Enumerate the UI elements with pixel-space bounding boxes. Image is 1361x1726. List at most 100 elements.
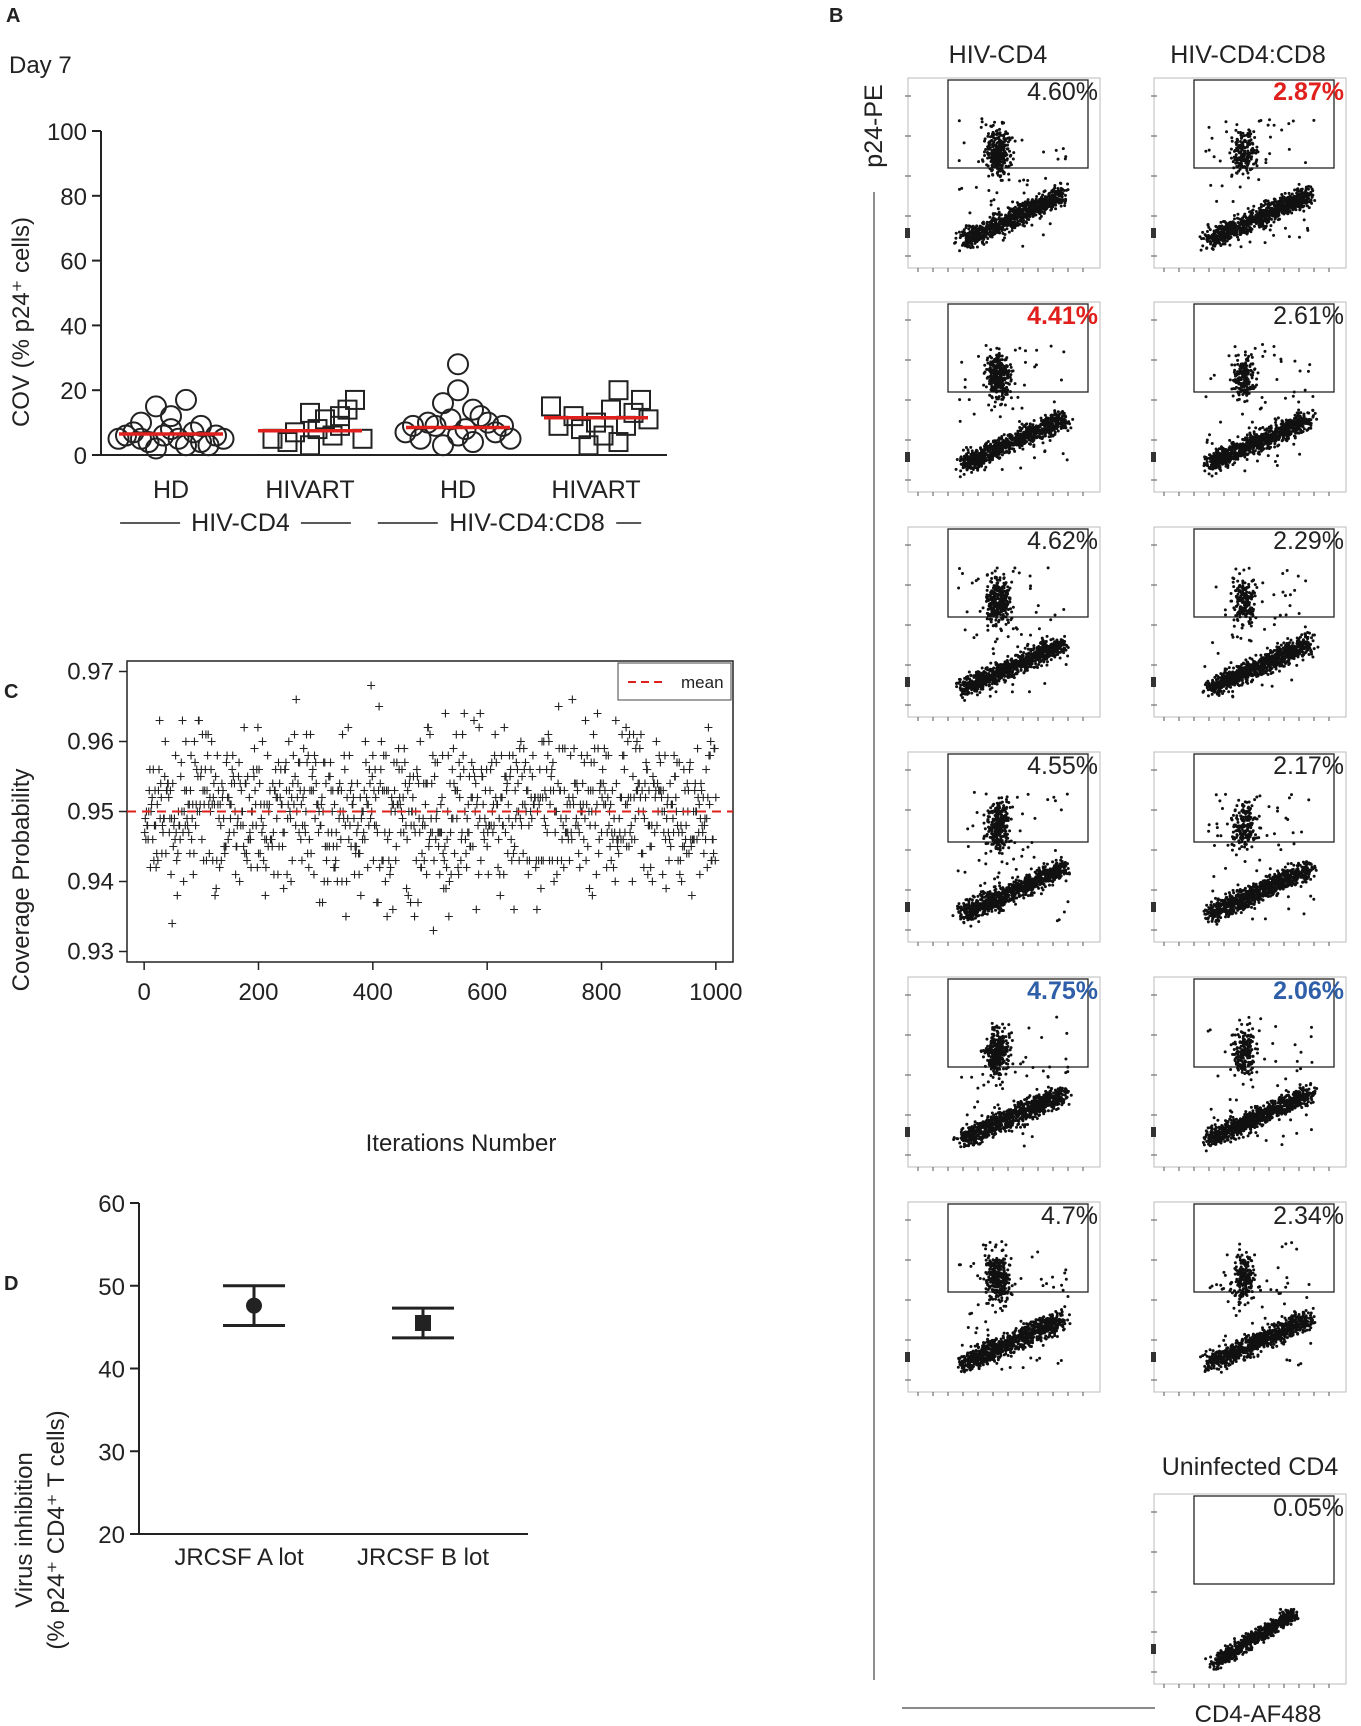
event-dot — [1238, 228, 1242, 232]
event-dot — [999, 163, 1003, 167]
event-dot — [987, 174, 991, 178]
event-dot — [1304, 200, 1308, 204]
event-dot — [1250, 369, 1254, 373]
event-dot — [1251, 384, 1255, 388]
event-dot — [1280, 425, 1284, 429]
event-dot — [964, 226, 968, 230]
event-dot — [979, 464, 983, 468]
event-dot — [984, 459, 988, 463]
event-dot — [987, 153, 991, 157]
event-dot — [967, 224, 971, 228]
event-dot — [1246, 370, 1250, 374]
event-dot — [1247, 128, 1251, 132]
event-dot — [1267, 447, 1271, 451]
event-dot — [991, 458, 995, 462]
event-dot — [1043, 434, 1047, 438]
event-dot — [1044, 203, 1048, 207]
event-dot — [979, 237, 983, 241]
event-dot — [1059, 204, 1063, 208]
event-dot — [1043, 431, 1047, 435]
event-dot — [988, 167, 992, 171]
event-dot — [988, 234, 992, 238]
event-dot — [997, 138, 1001, 142]
event-dot — [1232, 166, 1236, 170]
event-dot — [1209, 183, 1213, 187]
event-dot — [1038, 216, 1042, 220]
data-point — [477, 411, 499, 434]
event-dot — [1039, 416, 1043, 420]
event-dot — [1268, 152, 1272, 156]
event-dot — [1066, 429, 1070, 433]
event-dot — [1014, 210, 1018, 214]
event-dot — [977, 354, 981, 358]
event-dot — [1204, 456, 1208, 460]
event-dot — [1261, 442, 1265, 446]
event-dot — [1246, 159, 1250, 163]
event-dot — [1208, 465, 1212, 469]
event-dot — [1287, 147, 1291, 151]
event-dot — [1005, 385, 1009, 389]
event-dot — [1229, 230, 1233, 234]
event-dot — [975, 245, 979, 249]
event-dot — [1000, 120, 1004, 124]
event-dot — [993, 400, 997, 404]
event-dot — [1236, 435, 1240, 439]
event-dot — [999, 178, 1003, 182]
event-dot — [1056, 187, 1060, 191]
event-dot — [990, 385, 994, 389]
event-dot — [1246, 359, 1250, 363]
y-tick-label: 20 — [60, 378, 87, 405]
event-dot — [1046, 198, 1050, 202]
event-dot — [1230, 387, 1234, 391]
event-dot — [1305, 226, 1309, 230]
event-dot — [1013, 139, 1017, 143]
event-dot — [1263, 241, 1267, 245]
event-dot — [1041, 418, 1045, 422]
event-dot — [998, 415, 1002, 419]
event-dot — [994, 153, 998, 157]
event-dot — [957, 230, 961, 234]
event-dot — [1223, 242, 1227, 246]
event-dot — [1249, 435, 1253, 439]
event-dot — [1244, 161, 1248, 165]
event-dot — [1292, 442, 1296, 446]
event-dot — [964, 236, 968, 240]
event-dot — [1026, 198, 1030, 202]
event-dot — [983, 154, 987, 158]
event-dot — [1250, 420, 1254, 424]
event-dot — [1234, 379, 1238, 383]
event-dot — [1259, 118, 1263, 122]
event-dot — [1003, 390, 1007, 394]
event-dot — [963, 385, 967, 389]
event-dot — [1017, 206, 1021, 210]
event-dot — [974, 225, 978, 229]
event-dot — [1018, 203, 1022, 207]
event-dot — [975, 454, 979, 458]
event-dot — [1253, 449, 1257, 453]
event-dot — [1266, 123, 1270, 127]
event-dot — [1268, 135, 1272, 139]
event-dot — [1246, 176, 1250, 180]
event-dot — [1003, 236, 1007, 240]
event-dot — [1233, 368, 1237, 372]
data-point — [330, 406, 350, 427]
event-dot — [1235, 444, 1239, 448]
event-dot — [1051, 188, 1055, 192]
event-dot — [1283, 226, 1287, 230]
event-dot — [1023, 349, 1027, 353]
event-dot — [958, 249, 962, 253]
event-dot — [1003, 132, 1007, 136]
event-dot — [1237, 397, 1241, 401]
event-dot — [1255, 377, 1259, 381]
event-dot — [1248, 431, 1252, 435]
event-dot — [965, 452, 969, 456]
event-dot — [988, 460, 992, 464]
event-dot — [993, 382, 997, 386]
event-dot — [971, 239, 975, 243]
event-dot — [1032, 456, 1036, 460]
event-dot — [981, 222, 985, 226]
event-dot — [1277, 436, 1281, 440]
event-dot — [1261, 426, 1265, 430]
event-dot — [1056, 157, 1060, 161]
event-dot — [962, 465, 966, 469]
